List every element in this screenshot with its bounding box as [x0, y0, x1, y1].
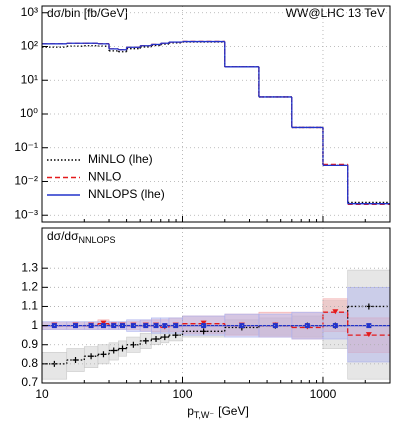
- marker: [73, 323, 79, 329]
- marker: [111, 323, 117, 329]
- x-label-unit: [GeV]: [218, 404, 249, 418]
- y-tick-label: 0.8: [21, 356, 38, 370]
- x-tick-label: 10: [35, 387, 49, 401]
- marker: [119, 345, 126, 352]
- y-tick-label: 10⁻²: [14, 174, 38, 188]
- x-label-main: p: [187, 404, 194, 418]
- legend-label: NNLOPS (lhe): [88, 187, 165, 201]
- x-tick-label: 1000: [310, 387, 337, 401]
- marker: [161, 334, 168, 341]
- marker: [332, 309, 339, 315]
- y-tick-label: 0.7: [21, 375, 38, 389]
- y-tick-label: 1: [31, 318, 38, 332]
- y-tick-label: 0.9: [21, 337, 38, 351]
- y-tick-label: 10²: [21, 39, 38, 53]
- marker: [142, 337, 149, 344]
- marker: [130, 341, 137, 348]
- plot-area: [42, 269, 390, 380]
- marker: [110, 347, 117, 354]
- marker: [153, 323, 159, 329]
- legend-label: MiNLO (lhe): [88, 152, 153, 166]
- y-tick-label: 10⁰: [20, 106, 38, 120]
- marker: [365, 332, 372, 338]
- marker: [366, 323, 372, 329]
- marker: [100, 351, 107, 358]
- y-tick-label: 10¹: [21, 72, 38, 86]
- marker: [130, 323, 136, 329]
- marker: [88, 353, 95, 360]
- y-tick-label: 1.1: [21, 299, 38, 313]
- y-tick-label: 10⁻¹: [14, 140, 38, 154]
- uncertainty-band: [42, 352, 68, 380]
- marker: [200, 328, 207, 335]
- marker: [88, 323, 94, 329]
- ratio-label-main: dσ/dσ: [47, 229, 79, 243]
- marker: [153, 335, 160, 342]
- plot-area: [42, 40, 390, 206]
- legend-label: NNLO: [88, 170, 121, 184]
- marker: [239, 323, 245, 329]
- ratio-label-sub: NNLOPS: [79, 235, 116, 245]
- x-tick-label: 100: [172, 387, 192, 401]
- marker: [201, 323, 207, 329]
- annotation: WW@LHC 13 TeV: [286, 6, 385, 20]
- y-label: dσ/bin [fb/GeV]: [47, 6, 128, 20]
- marker: [72, 357, 79, 364]
- y-tick-label: 10⁻³: [14, 207, 38, 221]
- marker: [272, 323, 278, 329]
- y-tick-label: 10³: [21, 5, 38, 19]
- plot-frame: [41, 5, 391, 223]
- marker: [162, 323, 168, 329]
- marker: [100, 323, 106, 329]
- marker: [173, 323, 179, 329]
- plot-frame: [41, 227, 391, 384]
- marker: [143, 323, 149, 329]
- marker: [172, 332, 179, 339]
- x-label: pT,W⁻ [GeV]: [187, 404, 249, 420]
- y-tick-label: 1.2: [21, 279, 38, 293]
- y-tick-label: 1.3: [21, 260, 38, 274]
- x-label-sub: T,W⁻: [194, 410, 214, 420]
- marker: [304, 323, 310, 329]
- ratio-label: dσ/dσNNLOPS: [47, 229, 116, 245]
- marker: [332, 323, 338, 329]
